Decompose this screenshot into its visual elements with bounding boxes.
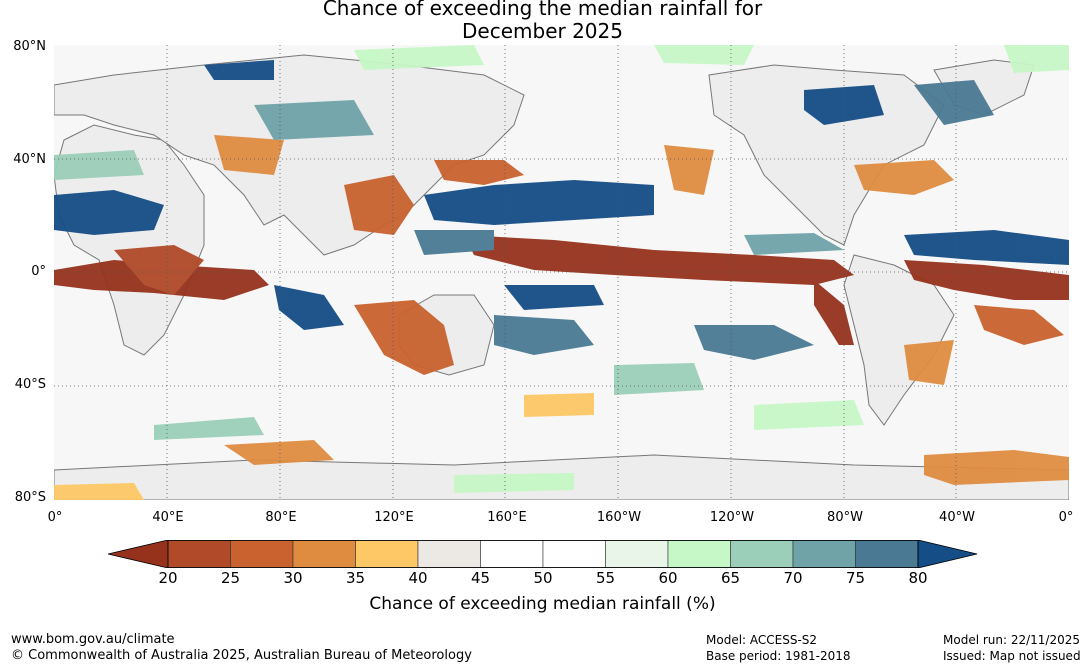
colorbar-tick: 20 (158, 569, 178, 587)
colorbar-bin (667, 540, 731, 568)
footer-url: www.bom.gov.au/climate (11, 632, 175, 647)
footer-model-run: Model run: 22/11/2025 (943, 633, 1081, 647)
colorbar-bin (730, 540, 794, 568)
lon-label-0: 0° (47, 510, 63, 525)
lon-label-80w: 80°W (827, 510, 863, 525)
colorbar-tick: 35 (345, 569, 366, 587)
lat-label-80s: 80°S (14, 490, 46, 505)
colorbar-label: Chance of exceeding median rainfall (%) (369, 594, 716, 614)
colorbar-bin (480, 540, 544, 568)
lon-label-160e: 160°E (487, 510, 527, 525)
colorbar-tick: 75 (845, 569, 866, 587)
colorbar-tick: 50 (533, 569, 553, 587)
landmass-africa (54, 124, 205, 356)
colorbar-bin (855, 540, 919, 568)
colorbar-tick: 30 (283, 569, 303, 587)
colorbar-tick: 25 (220, 569, 241, 587)
colorbar-bin (167, 540, 231, 568)
lat-label-40n: 40°N (13, 152, 46, 167)
footer-issued: Issued: Map not issued (943, 649, 1081, 663)
lon-label-40w: 40°W (939, 510, 975, 525)
colorbar-bin (792, 540, 856, 568)
map-title-line2: December 2025 (462, 19, 623, 43)
lat-label-40s: 40°S (14, 377, 46, 392)
lon-label-80e: 80°E (265, 510, 297, 525)
colorbar-bin (605, 540, 669, 568)
colorbar-tick: 55 (595, 569, 616, 587)
lon-label-0-end: 0° (1058, 510, 1074, 525)
colorbar (108, 540, 978, 568)
lon-label-40e: 40°E (152, 510, 184, 525)
colorbar-tick: 70 (783, 569, 803, 587)
colorbar-tick: 65 (720, 569, 741, 587)
rainfall-map (54, 45, 1069, 500)
lat-label-0: 0° (31, 264, 46, 279)
lon-label-120w: 120°W (709, 510, 755, 525)
footer-copyright: © Commonwealth of Australia 2025, Austra… (11, 648, 472, 663)
colorbar-bin (417, 540, 481, 568)
colorbar-bin (230, 540, 294, 568)
lat-label-80n: 80°N (13, 39, 46, 54)
lon-label-120e: 120°E (374, 510, 414, 525)
lon-label-160w: 160°W (596, 510, 642, 525)
colorbar-high-arrow (917, 540, 978, 568)
colorbar-bin (542, 540, 606, 568)
colorbar-bin (355, 540, 419, 568)
colorbar-tick: 45 (470, 569, 491, 587)
colorbar-tick: 60 (658, 569, 678, 587)
landmass-north-america (708, 64, 945, 246)
footer-base-period: Base period: 1981-2018 (706, 649, 851, 663)
colorbar-tick: 80 (908, 569, 928, 587)
footer-model: Model: ACCESS-S2 (706, 633, 818, 647)
colorbar-low-arrow (108, 540, 169, 568)
colorbar-bin (292, 540, 356, 568)
map-title-line1: Chance of exceeding the median rainfall … (322, 0, 763, 20)
colorbar-tick: 40 (408, 569, 428, 587)
